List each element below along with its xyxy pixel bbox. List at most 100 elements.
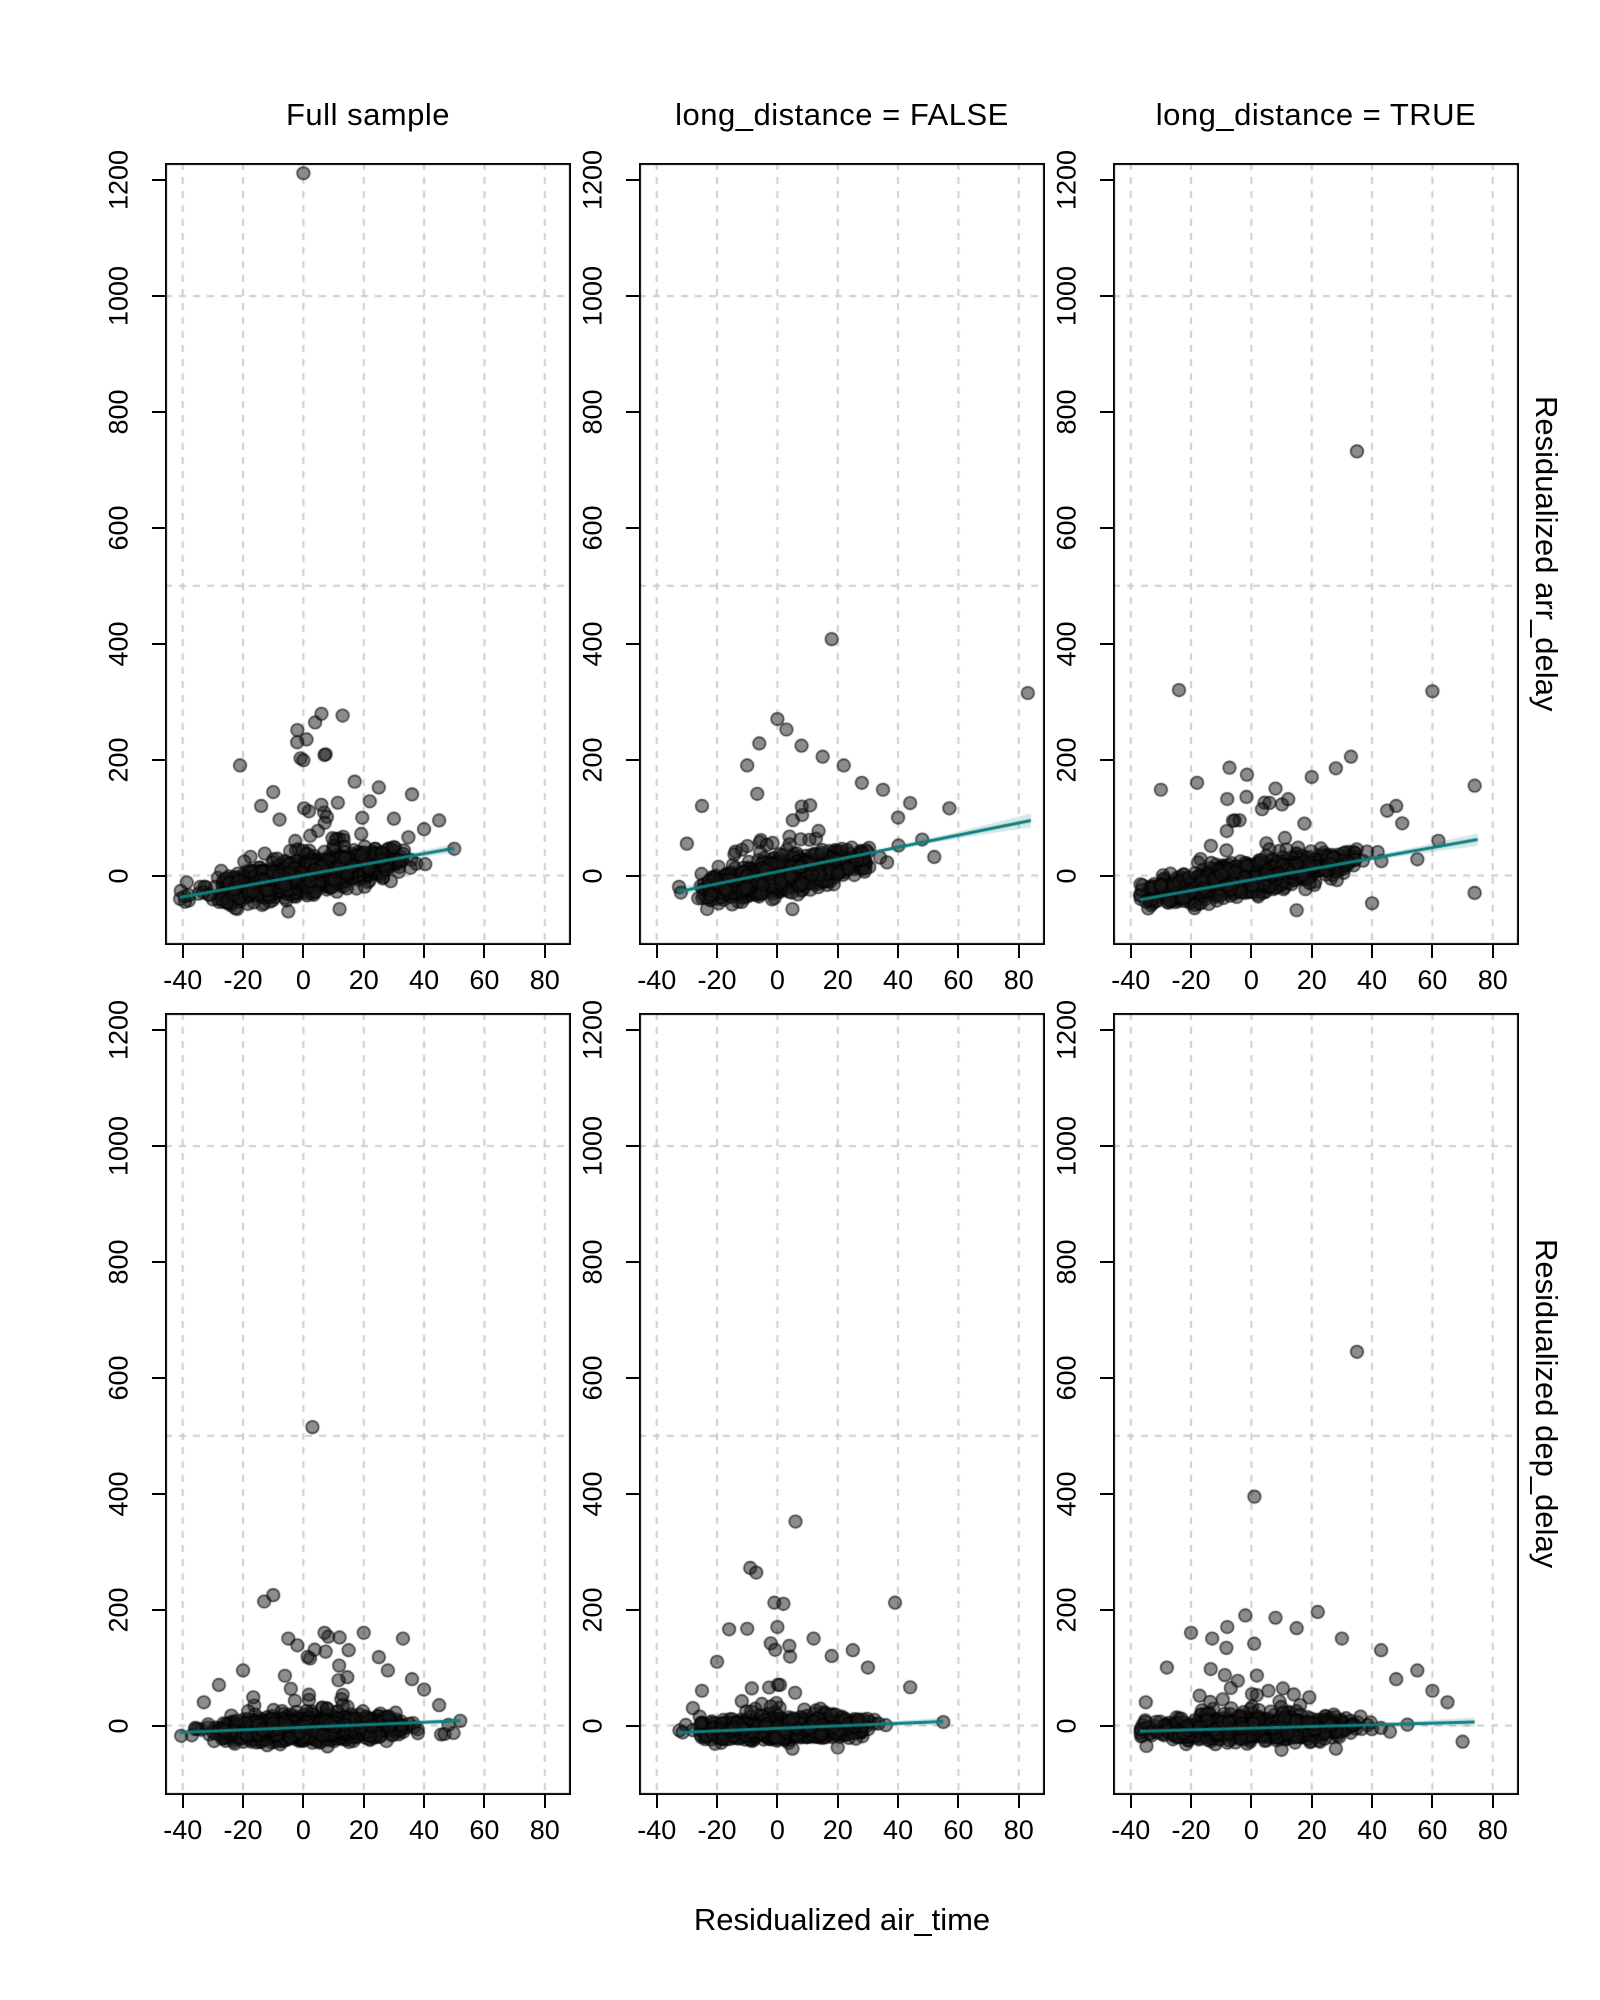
panel-long-distance-false-dep-delay xyxy=(639,1013,1045,1795)
panel-title-long-distance-false: long_distance = FALSE xyxy=(675,97,1009,132)
x-tick-mark xyxy=(242,1795,245,1808)
y-tick-label: 600 xyxy=(577,505,608,551)
panel-long-distance-false-arr-delay xyxy=(639,163,1045,945)
x-axis-title: Residualized air_time xyxy=(693,1902,991,1937)
y-tick-mark xyxy=(626,295,639,298)
x-tick-mark xyxy=(302,1795,305,1808)
x-tick-label: 40 xyxy=(409,965,440,995)
y-tick-mark xyxy=(1100,295,1113,298)
x-tick-label: 60 xyxy=(943,965,974,995)
y-tick-mark xyxy=(152,526,165,529)
scatter-canvas-full-sample-dep-delay xyxy=(165,1013,571,1795)
y-tick-mark xyxy=(626,179,639,182)
x-tick-mark xyxy=(957,945,960,958)
x-tick-label: 60 xyxy=(1417,965,1448,995)
x-tick-label: -20 xyxy=(1171,1815,1211,1845)
x-tick-label: -20 xyxy=(697,965,737,995)
y-tick-mark xyxy=(626,1724,639,1727)
y-tick-mark xyxy=(152,1260,165,1263)
y-tick-mark xyxy=(626,642,639,645)
x-tick-label: -40 xyxy=(163,965,203,995)
y-tick-mark xyxy=(1100,526,1113,529)
y-tick-label: 200 xyxy=(1051,737,1082,783)
y-tick-mark xyxy=(626,758,639,761)
y-tick-mark xyxy=(152,179,165,182)
y-tick-label: 800 xyxy=(103,1239,134,1285)
y-tick-mark xyxy=(152,758,165,761)
y-tick-label: 200 xyxy=(103,737,134,783)
x-tick-mark xyxy=(181,1795,184,1808)
y-tick-mark xyxy=(1100,1376,1113,1379)
x-tick-label: 80 xyxy=(1477,1815,1508,1845)
y-tick-label: 1000 xyxy=(577,266,608,327)
y-tick-label: 200 xyxy=(577,737,608,783)
y-tick-mark xyxy=(626,1260,639,1263)
y-tick-mark xyxy=(1100,1724,1113,1727)
y-tick-label: 200 xyxy=(1051,1587,1082,1633)
y-tick-label: 1000 xyxy=(103,1116,134,1177)
y-tick-mark xyxy=(1100,1608,1113,1611)
x-tick-mark xyxy=(362,1795,365,1808)
x-tick-label: -40 xyxy=(163,1815,203,1845)
x-tick-mark xyxy=(1310,1795,1313,1808)
y-tick-label: 800 xyxy=(103,389,134,435)
x-tick-label: 20 xyxy=(1296,965,1327,995)
x-tick-label: 80 xyxy=(529,1815,560,1845)
y-tick-label: 0 xyxy=(1051,1717,1082,1734)
x-tick-label: 80 xyxy=(1003,1815,1034,1845)
y-tick-mark xyxy=(1100,642,1113,645)
y-tick-label: 1200 xyxy=(577,1000,608,1061)
x-tick-label: 40 xyxy=(409,1815,440,1845)
y-tick-label: 1000 xyxy=(1051,266,1082,327)
row-strip-dep-delay: Residualized dep_delay xyxy=(1529,1239,1564,1569)
y-tick-label: 800 xyxy=(577,1239,608,1285)
y-tick-label: 1200 xyxy=(1051,1000,1082,1061)
y-tick-label: 200 xyxy=(577,1587,608,1633)
x-tick-mark xyxy=(957,1795,960,1808)
y-tick-label: 1200 xyxy=(577,150,608,211)
scatter-canvas-full-sample-arr-delay xyxy=(165,163,571,945)
y-tick-mark xyxy=(626,1376,639,1379)
x-tick-label: 80 xyxy=(1477,965,1508,995)
x-tick-label: 40 xyxy=(1357,1815,1388,1845)
x-tick-label: -40 xyxy=(637,965,677,995)
y-tick-label: 800 xyxy=(1051,389,1082,435)
x-tick-label: -40 xyxy=(1111,965,1151,995)
y-tick-label: 1000 xyxy=(577,1116,608,1177)
x-tick-mark xyxy=(1190,1795,1193,1808)
x-tick-mark xyxy=(1017,945,1020,958)
x-tick-mark xyxy=(1250,945,1253,958)
y-tick-mark xyxy=(152,410,165,413)
y-tick-label: 0 xyxy=(1051,867,1082,884)
panel-long-distance-true-arr-delay xyxy=(1113,163,1519,945)
x-tick-mark xyxy=(836,945,839,958)
x-tick-label: 20 xyxy=(822,1815,853,1845)
x-tick-label: 20 xyxy=(348,965,379,995)
panel-full-sample-arr-delay xyxy=(165,163,571,945)
y-tick-label: 1200 xyxy=(1051,150,1082,211)
y-tick-label: 400 xyxy=(103,1471,134,1517)
y-tick-label: 0 xyxy=(577,1717,608,1734)
y-tick-label: 0 xyxy=(577,867,608,884)
x-tick-mark xyxy=(1129,945,1132,958)
x-tick-mark xyxy=(423,1795,426,1808)
y-tick-mark xyxy=(152,1492,165,1495)
y-tick-mark xyxy=(1100,1029,1113,1032)
y-tick-mark xyxy=(626,526,639,529)
y-tick-mark xyxy=(1100,410,1113,413)
x-tick-label: 0 xyxy=(1243,965,1259,995)
panel-title-long-distance-true: long_distance = TRUE xyxy=(1155,97,1477,132)
x-tick-label: 20 xyxy=(822,965,853,995)
scatter-canvas-long-distance-true-dep-delay xyxy=(1113,1013,1519,1795)
x-tick-label: 0 xyxy=(769,965,785,995)
x-tick-mark xyxy=(1129,1795,1132,1808)
row-strip-arr-delay: Residualized arr_delay xyxy=(1529,396,1564,712)
y-tick-label: 400 xyxy=(577,1471,608,1517)
y-tick-label: 1200 xyxy=(103,1000,134,1061)
x-tick-label: 60 xyxy=(469,965,500,995)
y-tick-mark xyxy=(152,642,165,645)
y-tick-label: 800 xyxy=(1051,1239,1082,1285)
x-tick-label: 20 xyxy=(348,1815,379,1845)
x-tick-label: 0 xyxy=(769,1815,785,1845)
